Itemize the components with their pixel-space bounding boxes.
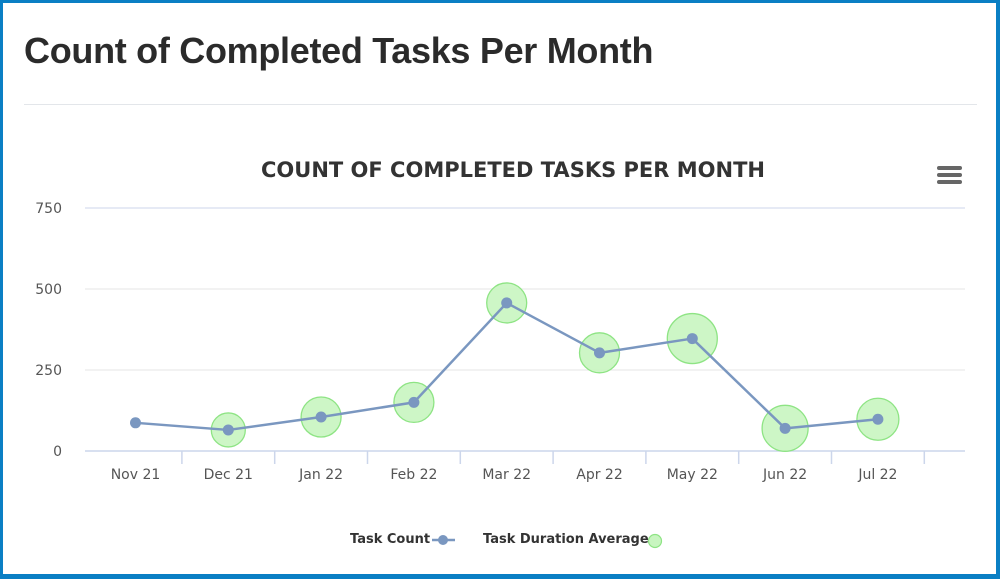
line-point[interactable] bbox=[594, 347, 605, 359]
legend-label-task-count: Task Count bbox=[350, 532, 430, 547]
chart-title: COUNT OF COMPLETED TASKS PER MONTH bbox=[261, 158, 765, 182]
legend-bubble-icon bbox=[647, 533, 663, 549]
legend-item-task-duration-average[interactable]: Task Duration Average bbox=[483, 532, 663, 549]
line-point[interactable] bbox=[222, 424, 234, 436]
page-title: Count of Completed Tasks Per Month bbox=[24, 30, 654, 71]
title-divider bbox=[24, 104, 977, 105]
line-point[interactable] bbox=[501, 297, 513, 309]
x-tick-label: May 22 bbox=[667, 467, 718, 483]
x-tick-label: Jun 22 bbox=[762, 467, 807, 483]
y-tick-label: 250 bbox=[35, 363, 62, 379]
hamburger-menu-icon bbox=[937, 166, 962, 184]
line-point[interactable] bbox=[408, 396, 420, 408]
line-point[interactable] bbox=[779, 422, 791, 434]
y-tick-label: 750 bbox=[35, 201, 62, 217]
legend-label-task-duration-average: Task Duration Average bbox=[483, 532, 649, 547]
y-axis-labels: 0 250 500 750 bbox=[35, 201, 62, 460]
legend-marker-icon bbox=[438, 535, 448, 545]
x-tick-label: Mar 22 bbox=[482, 467, 531, 483]
chart-context-menu-button[interactable] bbox=[930, 160, 968, 192]
line-point[interactable] bbox=[315, 411, 327, 423]
y-tick-label: 0 bbox=[53, 444, 62, 460]
chart-legend: Task Count Task Duration Average bbox=[350, 532, 663, 549]
x-axis: Nov 21 Dec 21 Jan 22 Feb 22 Mar 22 Apr 22 May … bbox=[85, 450, 965, 483]
x-tick-label: Nov 21 bbox=[111, 467, 161, 483]
x-tick-label: Jul 22 bbox=[857, 467, 897, 483]
line-point[interactable] bbox=[686, 333, 698, 345]
x-tick-label: Dec 21 bbox=[204, 467, 253, 483]
line-point[interactable] bbox=[872, 413, 884, 425]
x-tick-label: Feb 22 bbox=[390, 467, 437, 483]
line-point[interactable] bbox=[130, 417, 141, 429]
task-count-series bbox=[130, 297, 884, 436]
x-tick-label: Jan 22 bbox=[298, 467, 343, 483]
y-gridlines bbox=[85, 207, 965, 371]
y-tick-label: 500 bbox=[35, 282, 62, 298]
legend-item-task-count[interactable]: Task Count bbox=[350, 532, 455, 547]
x-tick-label: Apr 22 bbox=[576, 467, 622, 483]
